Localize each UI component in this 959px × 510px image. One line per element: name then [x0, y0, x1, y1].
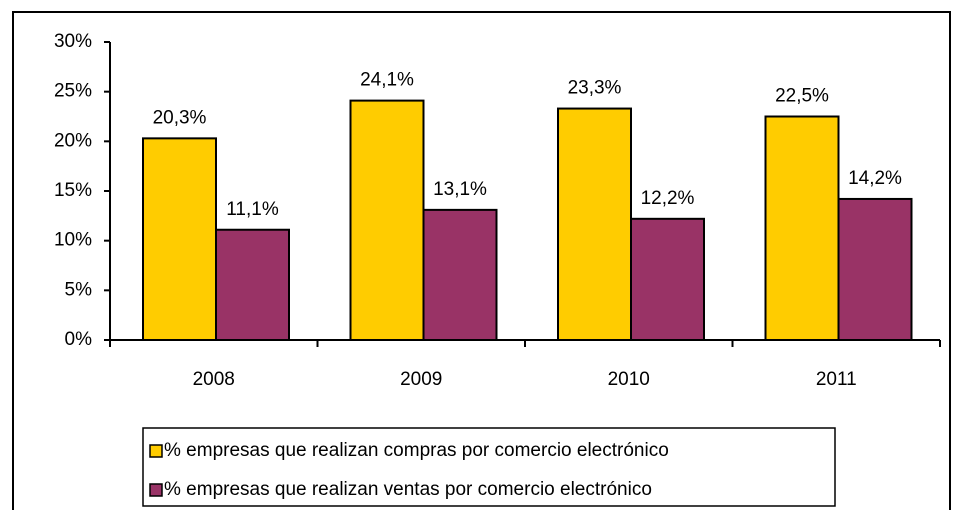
y-tick-label: 15%	[54, 180, 92, 201]
value-label: 13,1%	[433, 179, 487, 200]
value-label: 20,3%	[153, 107, 207, 128]
x-tick-label: 2009	[400, 369, 442, 390]
legend-box	[142, 427, 836, 507]
y-tick-label: 20%	[54, 130, 92, 151]
value-label: 23,3%	[568, 78, 622, 99]
x-tick-label: 2011	[816, 369, 857, 390]
bar	[215, 228, 290, 342]
bar	[349, 99, 425, 341]
bar	[142, 137, 217, 341]
value-label: 24,1%	[360, 70, 414, 91]
legend-label: % empresas que realizan ventas por comer…	[164, 479, 652, 500]
bar	[630, 217, 705, 342]
legend-swatch	[149, 444, 163, 458]
bar	[557, 107, 632, 342]
bar	[422, 208, 498, 341]
y-tick-label: 30%	[54, 31, 92, 52]
x-tick-label: 2010	[608, 369, 650, 390]
value-label: 14,2%	[848, 168, 902, 189]
legend-label: % empresas que realizan compras por come…	[164, 440, 669, 461]
value-label: 12,2%	[641, 188, 695, 209]
bar	[764, 115, 840, 341]
y-tick-label: 10%	[54, 230, 92, 251]
y-tick-label: 25%	[54, 81, 92, 102]
value-label: 11,1%	[226, 199, 279, 220]
y-tick-label: 0%	[65, 329, 93, 350]
x-tick-label: 2008	[193, 369, 235, 390]
bar	[837, 197, 913, 341]
y-tick-label: 5%	[65, 279, 93, 300]
value-label: 22,5%	[775, 86, 829, 107]
legend-swatch	[149, 483, 163, 497]
